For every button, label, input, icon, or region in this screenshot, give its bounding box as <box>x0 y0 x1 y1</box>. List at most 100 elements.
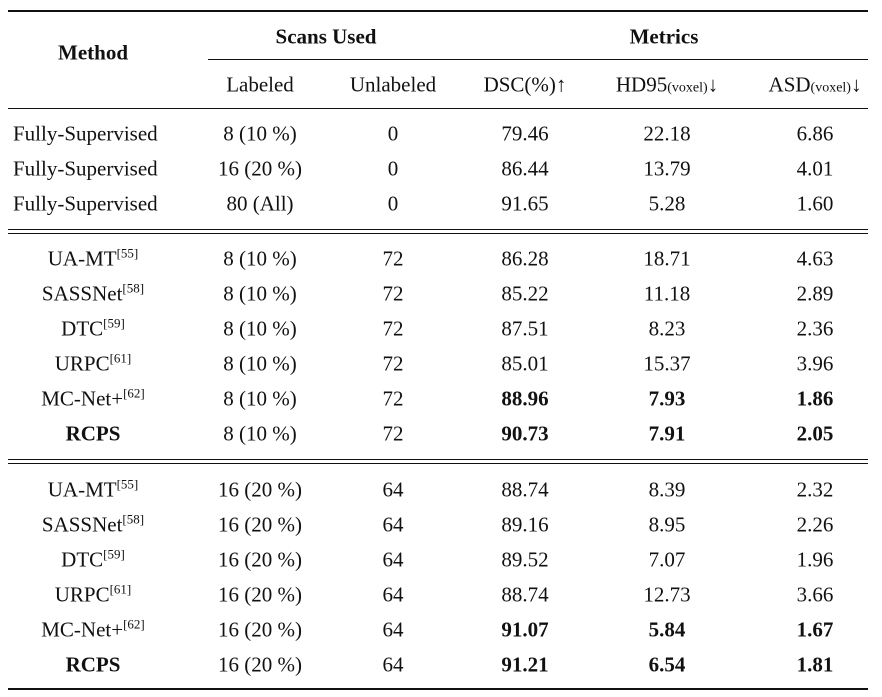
header-method: Method <box>58 40 128 65</box>
cell-dsc: 88.96 <box>501 386 549 410</box>
cell-labeled: 8 (10 %) <box>223 351 297 375</box>
cell-asd: 1.81 <box>796 652 834 676</box>
cell-dsc: 86.44 <box>501 156 549 180</box>
cell-labeled: 16 (20 %) <box>218 156 302 180</box>
cell-labeled: 8 (10 %) <box>223 246 297 270</box>
cell-unlabeled: 64 <box>382 652 404 676</box>
cell-method: SASSNet[58] <box>41 280 145 305</box>
cell-method: Fully-Supervised <box>13 121 158 145</box>
cell-dsc: 90.73 <box>501 421 549 445</box>
table-row: SASSNet[58] 8 (10 %) 72 85.22 11.18 2.89 <box>0 276 882 311</box>
cell-labeled: 16 (20 %) <box>218 652 302 676</box>
cell-method: DTC[59] <box>61 546 125 571</box>
group-separator-rule <box>8 459 868 460</box>
header-metrics: Metrics <box>629 24 699 49</box>
cell-hd95: 12.73 <box>643 582 691 606</box>
top-rule <box>8 10 868 12</box>
cell-hd95: 5.84 <box>648 617 686 641</box>
group-separator-rule <box>8 463 868 464</box>
cell-dsc: 89.52 <box>501 547 549 571</box>
cell-hd95: 6.54 <box>648 652 686 676</box>
cell-asd: 2.36 <box>796 316 834 340</box>
cell-asd: 4.63 <box>796 246 834 270</box>
cell-unlabeled: 64 <box>382 477 404 501</box>
table-row: UA-MT[55] 16 (20 %) 64 88.74 8.39 2.32 <box>0 472 882 507</box>
cell-asd: 6.86 <box>796 121 834 145</box>
cell-unlabeled: 64 <box>382 582 404 606</box>
cell-dsc: 79.46 <box>501 121 549 145</box>
cell-unlabeled: 72 <box>382 421 404 445</box>
cell-unlabeled: 64 <box>382 617 404 641</box>
cell-labeled: 16 (20 %) <box>218 512 302 536</box>
table-row: MC-Net+[62] 8 (10 %) 72 88.96 7.93 1.86 <box>0 381 882 416</box>
cell-labeled: 8 (10 %) <box>223 386 297 410</box>
table-row: DTC[59] 8 (10 %) 72 87.51 8.23 2.36 <box>0 311 882 346</box>
table-row: RCPS 8 (10 %) 72 90.73 7.91 2.05 <box>0 416 882 451</box>
cell-hd95: 8.39 <box>648 477 686 501</box>
cell-dsc: 85.22 <box>501 281 549 305</box>
cell-asd: 1.96 <box>796 547 834 571</box>
cell-unlabeled: 72 <box>382 386 404 410</box>
cell-unlabeled: 0 <box>387 121 399 145</box>
cell-asd: 1.86 <box>796 386 834 410</box>
cell-method: URPC[61] <box>54 581 132 606</box>
cell-dsc: 91.07 <box>501 617 549 641</box>
cell-hd95: 8.95 <box>648 512 686 536</box>
cell-method: RCPS <box>65 421 121 445</box>
header-bottom-rule <box>8 108 868 109</box>
cell-hd95: 8.23 <box>648 316 686 340</box>
cell-dsc: 85.01 <box>501 351 549 375</box>
cell-hd95: 7.91 <box>648 421 686 445</box>
header-asd-unit: (voxel) <box>810 80 851 96</box>
cell-labeled: 16 (20 %) <box>218 477 302 501</box>
table-row: URPC[61] 8 (10 %) 72 85.01 15.37 3.96 <box>0 346 882 381</box>
table-row: MC-Net+[62] 16 (20 %) 64 91.07 5.84 1.67 <box>0 612 882 647</box>
cell-method: Fully-Supervised <box>13 156 158 180</box>
cell-labeled: 80 (All) <box>226 191 294 215</box>
cell-unlabeled: 0 <box>387 191 399 215</box>
cell-unlabeled: 64 <box>382 547 404 571</box>
cell-hd95: 13.79 <box>643 156 691 180</box>
cell-dsc: 88.74 <box>501 477 549 501</box>
cell-unlabeled: 64 <box>382 512 404 536</box>
cell-unlabeled: 72 <box>382 316 404 340</box>
cell-hd95: 11.18 <box>643 281 691 305</box>
cell-hd95: 7.07 <box>648 547 686 571</box>
cell-unlabeled: 0 <box>387 156 399 180</box>
cell-dsc: 86.28 <box>501 246 549 270</box>
header-asd-main: ASD <box>768 72 811 97</box>
cell-asd: 2.26 <box>796 512 834 536</box>
cell-labeled: 16 (20 %) <box>218 582 302 606</box>
cell-method: MC-Net+[62] <box>41 616 145 641</box>
cell-dsc: 91.21 <box>501 652 549 676</box>
header-hd95-unit: (voxel) <box>667 80 708 96</box>
header-unlabeled: Unlabeled <box>349 72 437 97</box>
cell-asd: 2.05 <box>796 421 834 445</box>
cell-asd: 1.67 <box>796 617 834 641</box>
cell-labeled: 16 (20 %) <box>218 547 302 571</box>
cell-labeled: 8 (10 %) <box>223 316 297 340</box>
cell-labeled: 8 (10 %) <box>223 121 297 145</box>
header-scans-used: Scans Used <box>275 24 377 49</box>
cell-asd: 2.32 <box>796 477 834 501</box>
header-subrule <box>208 59 868 60</box>
cell-method: RCPS <box>65 652 121 676</box>
bottom-rule <box>8 688 868 690</box>
cell-asd: 4.01 <box>796 156 834 180</box>
cell-hd95: 7.93 <box>648 386 686 410</box>
table-row: UA-MT[55] 8 (10 %) 72 86.28 18.71 4.63 <box>0 241 882 276</box>
cell-labeled: 8 (10 %) <box>223 281 297 305</box>
table-row: SASSNet[58] 16 (20 %) 64 89.16 8.95 2.26 <box>0 507 882 542</box>
table-row: Fully-Supervised 80 (All) 0 91.65 5.28 1… <box>0 186 882 221</box>
cell-asd: 3.96 <box>796 351 834 375</box>
cell-method: MC-Net+[62] <box>41 385 145 410</box>
header-hd95-main: HD95 <box>615 72 668 97</box>
cell-labeled: 16 (20 %) <box>218 617 302 641</box>
cell-unlabeled: 72 <box>382 281 404 305</box>
cell-method: UA-MT[55] <box>47 245 139 270</box>
header-dsc: DSC(%)↑ <box>483 72 567 97</box>
cell-asd: 1.60 <box>796 191 834 215</box>
header-asd-arrow: ↓ <box>850 72 862 97</box>
header-hd95-arrow: ↓ <box>707 72 719 97</box>
